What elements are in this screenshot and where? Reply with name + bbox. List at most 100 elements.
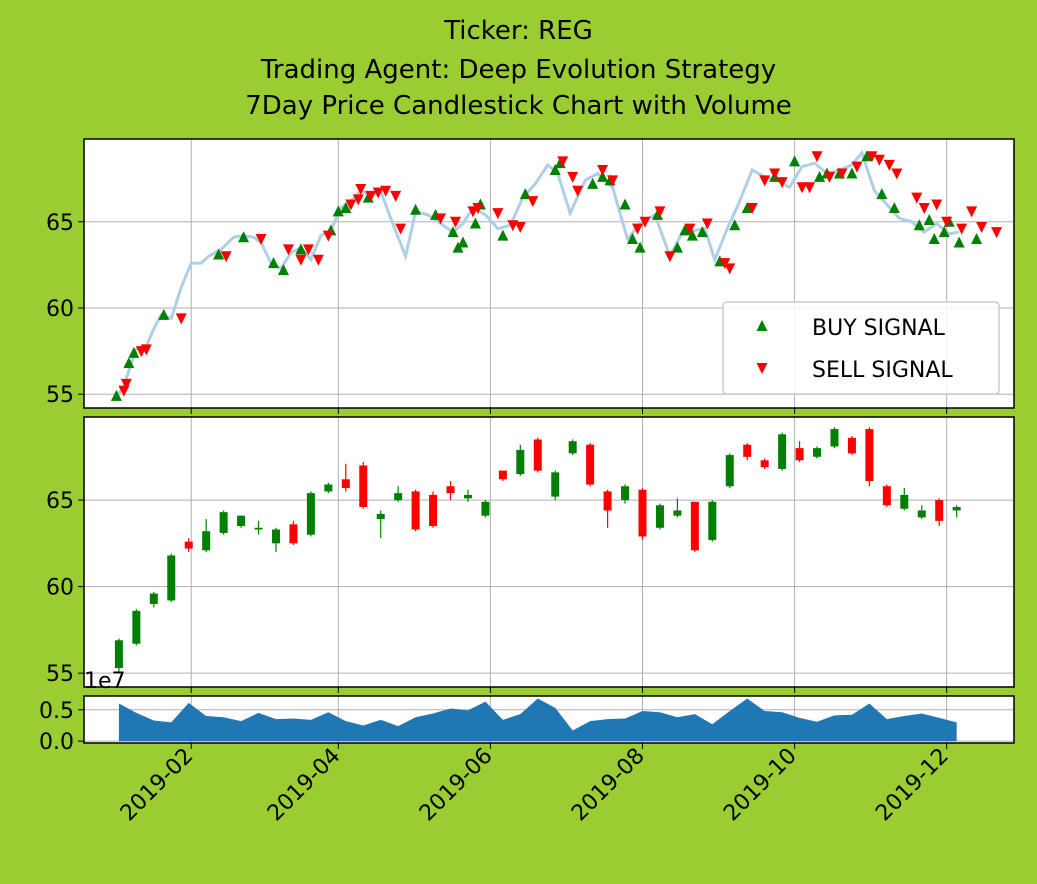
sell-signal-marker bbox=[597, 165, 609, 177]
legend-buy-label: BUY SIGNAL bbox=[812, 316, 946, 341]
buy-signal-marker bbox=[332, 205, 344, 217]
buy-signal-marker bbox=[340, 201, 352, 213]
buy-signal-marker bbox=[634, 241, 646, 253]
sell-signal-marker bbox=[492, 208, 504, 220]
sell-signal-marker bbox=[472, 202, 484, 214]
y-tick-label: 0.5 bbox=[39, 699, 74, 724]
candle-body bbox=[847, 437, 856, 454]
sell-signal-marker bbox=[312, 254, 324, 266]
candle-body bbox=[568, 441, 577, 454]
sell-signal-marker bbox=[557, 156, 569, 168]
candle-body bbox=[621, 486, 630, 501]
buy-signal-marker bbox=[158, 308, 170, 320]
sell-signal-marker bbox=[255, 234, 267, 246]
candle-body bbox=[882, 486, 891, 506]
sell-signal-marker bbox=[380, 185, 392, 197]
buy-signal-marker bbox=[928, 233, 940, 245]
legend-sell-label: SELL SIGNAL bbox=[812, 358, 953, 383]
sell-signal-marker bbox=[632, 223, 644, 235]
buy-signal-marker bbox=[686, 229, 698, 241]
sell-signal-marker bbox=[282, 244, 294, 256]
sell-signal-marker bbox=[435, 213, 447, 225]
panel-3-frame bbox=[83, 695, 1015, 744]
candle-body bbox=[917, 510, 926, 518]
chart-title-ticker: Ticker: REG bbox=[444, 16, 593, 46]
candle-body bbox=[865, 429, 874, 482]
x-tick-label: 2019-12 bbox=[871, 744, 954, 827]
sell-signal-marker bbox=[175, 313, 187, 325]
sell-signal-marker bbox=[911, 192, 923, 204]
sell-signal-marker bbox=[390, 190, 402, 202]
buy-signal-marker bbox=[671, 241, 683, 253]
chart-title-description: 7Day Price Candlestick Chart with Volume bbox=[245, 91, 792, 121]
y-tick-label: 60 bbox=[46, 576, 74, 601]
buy-signal-marker bbox=[295, 243, 307, 255]
candle-body bbox=[271, 529, 280, 544]
candle-body bbox=[603, 491, 612, 511]
buy-signal-marker bbox=[587, 177, 599, 189]
volume-offset-label: 1e7 bbox=[84, 669, 126, 694]
sell-signal-marker bbox=[883, 159, 895, 171]
buy-signal-marker bbox=[627, 233, 639, 245]
candle-body bbox=[219, 512, 228, 533]
panel-2-background bbox=[84, 417, 1014, 687]
buy-signal-marker bbox=[814, 170, 826, 182]
x-tick-label: 2019-02 bbox=[116, 744, 199, 827]
sell-signal-marker bbox=[352, 194, 364, 206]
sell-signal-marker bbox=[866, 151, 878, 163]
candle-body bbox=[900, 494, 909, 509]
buy-signal-marker bbox=[729, 219, 741, 231]
candle-body bbox=[446, 486, 455, 494]
candle-body bbox=[289, 524, 298, 544]
sell-signal-marker bbox=[365, 190, 377, 202]
candle-body bbox=[202, 531, 211, 551]
panel-1-frame bbox=[83, 138, 1015, 409]
buy-signal-marker bbox=[741, 201, 753, 213]
candle-body bbox=[498, 470, 507, 480]
sell-signal-marker bbox=[572, 185, 584, 197]
legend-buy-marker bbox=[756, 320, 768, 331]
buy-signal-marker bbox=[123, 357, 135, 369]
sell-signal-marker bbox=[746, 202, 758, 214]
sell-signal-marker bbox=[724, 263, 736, 275]
buy-signal-marker bbox=[923, 214, 935, 226]
candle-body bbox=[638, 489, 647, 537]
candle-body bbox=[132, 610, 141, 644]
sell-signal-marker bbox=[567, 171, 579, 183]
sell-signal-marker bbox=[372, 187, 384, 199]
panel-2-frame bbox=[83, 416, 1015, 688]
buy-signal-marker bbox=[213, 248, 225, 260]
sell-signal-marker bbox=[941, 216, 953, 228]
sell-signal-marker bbox=[140, 344, 152, 356]
buy-signal-marker bbox=[549, 164, 561, 176]
candle-body bbox=[167, 555, 176, 601]
sell-signal-marker bbox=[664, 251, 676, 263]
candle-body bbox=[795, 448, 804, 461]
sell-signal-marker bbox=[639, 216, 651, 228]
sell-signal-marker bbox=[873, 154, 885, 166]
sell-signal-marker bbox=[701, 218, 713, 230]
candle-body bbox=[254, 527, 263, 530]
buy-signal-marker bbox=[469, 217, 481, 229]
buy-signal-marker bbox=[679, 224, 691, 236]
candle-body bbox=[673, 510, 682, 516]
y-tick-label: 55 bbox=[46, 662, 74, 687]
candle-body bbox=[952, 507, 961, 511]
y-tick-label: 65 bbox=[46, 489, 74, 514]
candle-body bbox=[481, 501, 490, 516]
sell-signal-marker bbox=[355, 184, 367, 196]
sell-signal-marker bbox=[684, 223, 696, 235]
buy-signal-marker bbox=[457, 236, 469, 248]
candle-body bbox=[778, 434, 787, 469]
sell-signal-marker bbox=[120, 378, 132, 390]
candle-body bbox=[655, 505, 664, 528]
candle-body bbox=[341, 479, 350, 488]
sell-signal-marker bbox=[295, 254, 307, 266]
buy-signal-marker bbox=[938, 226, 950, 238]
buy-signal-marker bbox=[110, 389, 122, 401]
buy-signal-marker bbox=[447, 226, 459, 238]
sell-signal-marker bbox=[851, 161, 863, 173]
candle-body bbox=[935, 500, 944, 521]
x-tick-label: 2019-08 bbox=[567, 744, 650, 827]
